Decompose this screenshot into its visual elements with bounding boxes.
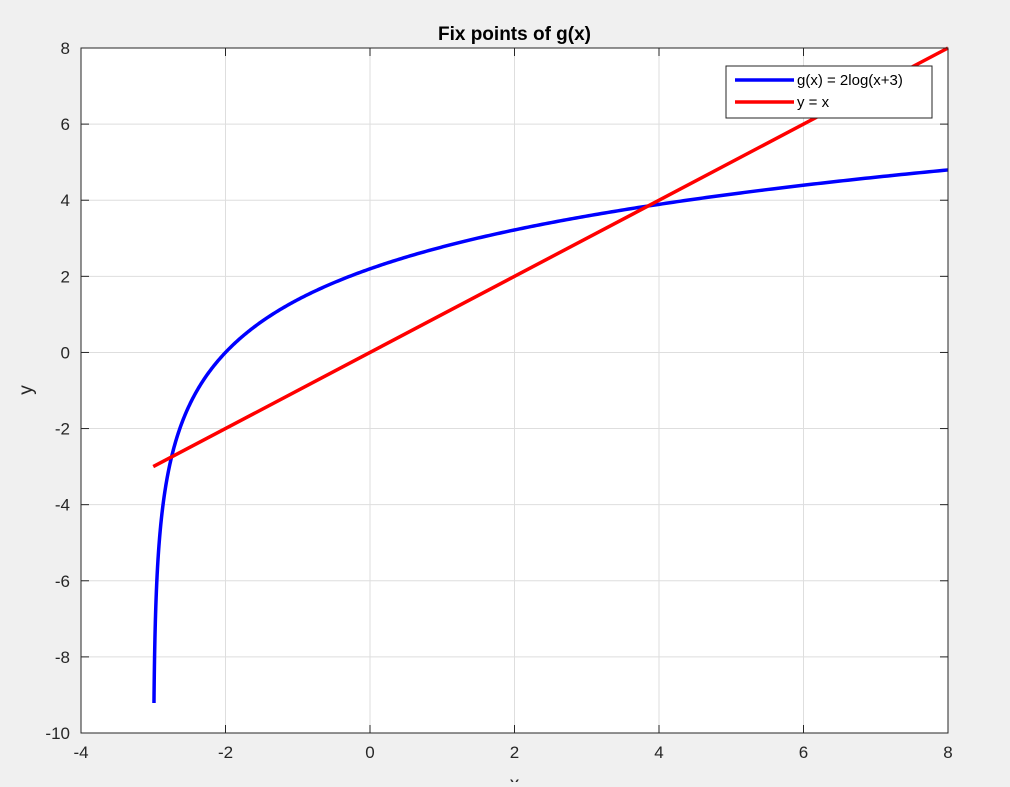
y-tick-label: -6: [55, 572, 70, 591]
series-line-0: [152, 168, 949, 705]
x-tick-label: 2: [510, 743, 519, 762]
y-axis-label: y: [16, 385, 37, 395]
y-tick-label: -4: [55, 496, 70, 515]
y-tick-label: 0: [61, 343, 70, 362]
y-tick-label: 4: [61, 191, 70, 210]
y-tick-label: 8: [61, 39, 70, 58]
y-tick-label: -10: [45, 724, 70, 743]
y-tick-label: -2: [55, 420, 70, 439]
legend-box: [725, 65, 933, 119]
y-tick-label: 6: [61, 115, 70, 134]
legend[interactable]: g(x) = 2log(x+3) y = x: [725, 65, 933, 119]
legend-label-0: g(x) = 2log(x+3): [797, 72, 903, 89]
x-tick-label: 8: [943, 743, 952, 762]
x-tick-label: 4: [654, 743, 663, 762]
x-tick-label: 6: [799, 743, 808, 762]
y-tick-label: 2: [61, 267, 70, 286]
x-tick-label: -4: [73, 743, 88, 762]
x-tick-label: -2: [218, 743, 233, 762]
legend-label-1: y = x: [797, 94, 830, 111]
x-tick-label: 0: [365, 743, 374, 762]
y-tick-label: -8: [55, 648, 70, 667]
chart-title: Fix points of g(x): [438, 24, 591, 45]
x-axis-label: x: [510, 774, 520, 782]
ticks: -4 -2 0 2 4 6 8 -10 -8 -6 -4 -2 0 2 4 6 8: [45, 39, 952, 762]
